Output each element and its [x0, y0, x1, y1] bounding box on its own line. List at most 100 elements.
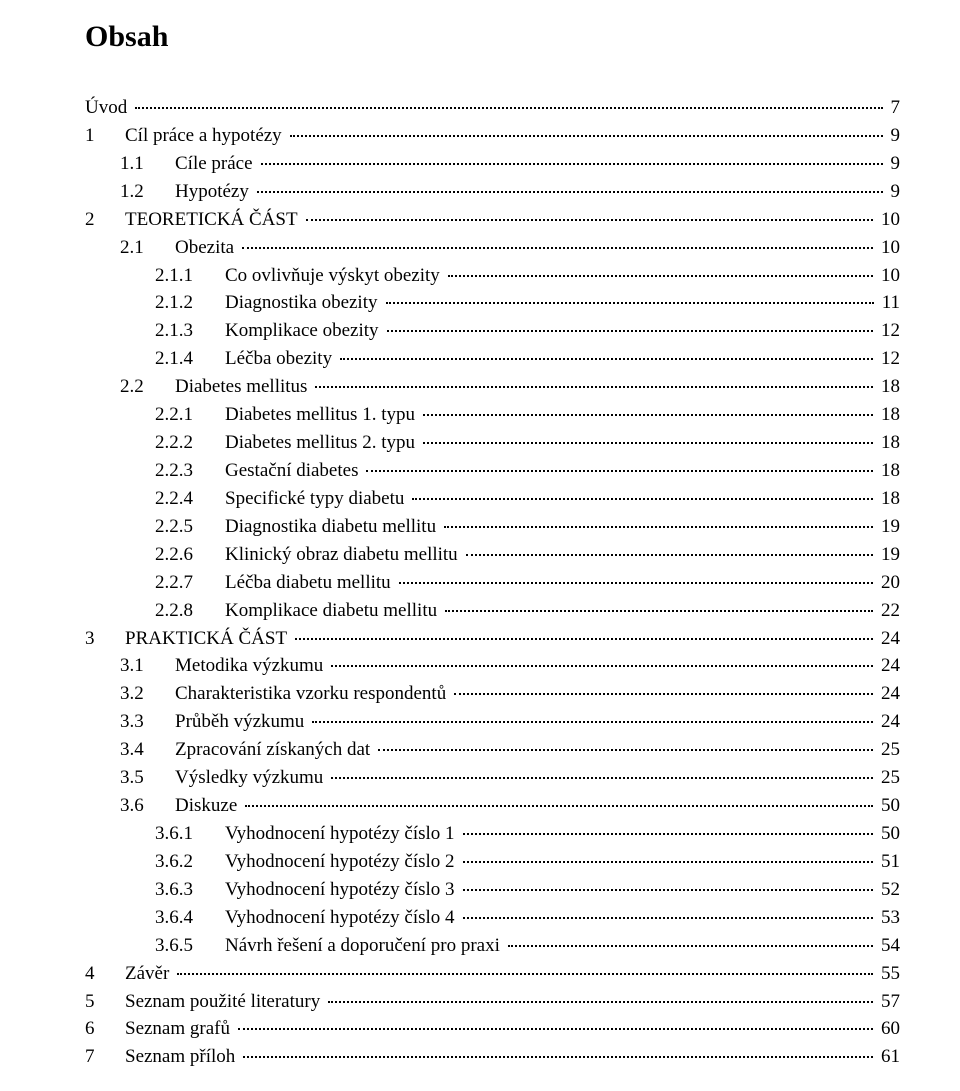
toc-entry: 2TEORETICKÁ ČÁST10 [85, 206, 900, 234]
toc-entry-text: Komplikace diabetu mellitu [225, 600, 437, 621]
toc-entry-text: Cíle práce [175, 153, 253, 174]
toc-entry-number: 2 [85, 206, 125, 234]
toc-leader-dots [315, 386, 873, 388]
toc-entry-text: Charakteristika vzorku respondentů [175, 683, 446, 704]
toc-entry-page: 10 [877, 234, 900, 262]
toc-entry-text: Diabetes mellitus 1. typu [225, 404, 415, 425]
toc-entry-label: 3.6.4Vyhodnocení hypotézy číslo 4 [155, 904, 459, 932]
toc-leader-dots [238, 1028, 873, 1030]
toc-entry-number: 2.1.4 [155, 345, 225, 373]
document-page: Obsah Úvod71Cíl práce a hypotézy91.1Cíle… [0, 0, 960, 1091]
toc-entry-page: 24 [877, 625, 900, 653]
toc-entry-page: 10 [877, 262, 900, 290]
toc-entry-page: 25 [877, 764, 900, 792]
toc-entry-text: Seznam použité literatury [125, 991, 320, 1012]
toc-entry-number: 2.2.3 [155, 457, 225, 485]
toc-leader-dots [463, 833, 873, 835]
toc-entry-page: 7 [887, 94, 901, 122]
toc-entry-page: 18 [877, 429, 900, 457]
toc-entry: 1.1Cíle práce 9 [85, 150, 900, 178]
toc-entry: 2.2Diabetes mellitus18 [85, 373, 900, 401]
toc-entry: 2.2.5Diagnostika diabetu mellitu19 [85, 513, 900, 541]
toc-entry-text: Metodika výzkumu [175, 655, 323, 676]
toc-entry-label: 3.4Zpracování získaných dat [120, 736, 374, 764]
toc-entry-text: Závěr [125, 963, 169, 984]
toc-entry: 3.6.4Vyhodnocení hypotézy číslo 4 53 [85, 904, 900, 932]
toc-entry-text: Komplikace obezity [225, 320, 379, 341]
toc-leader-dots [328, 1001, 873, 1003]
toc-entry-label: 2.1.2Diagnostika obezity [155, 289, 382, 317]
toc-leader-dots [366, 470, 873, 472]
toc-entry-number: 1.1 [120, 150, 175, 178]
toc-entry-number: 2.1.2 [155, 289, 225, 317]
toc-entry: Úvod7 [85, 94, 900, 122]
toc-entry-number: 3.6.5 [155, 932, 225, 960]
toc-entry: 3.5Výsledky výzkumu25 [85, 764, 900, 792]
toc-entry-page: 18 [877, 485, 900, 513]
toc-entry-number: 1 [85, 122, 125, 150]
toc-entry-page: 11 [878, 289, 900, 317]
toc-entry-label: 3.2Charakteristika vzorku respondentů [120, 680, 450, 708]
toc-entry-page: 22 [877, 597, 900, 625]
toc-entry-page: 55 [877, 960, 900, 988]
toc-entry-number: 3.2 [120, 680, 175, 708]
toc-leader-dots [340, 358, 873, 360]
toc-entry: 2.2.7Léčba diabetu mellitu20 [85, 569, 900, 597]
toc-leader-dots [331, 777, 873, 779]
toc-entry-text: Vyhodnocení hypotézy číslo 4 [225, 907, 455, 928]
toc-entry-page: 54 [877, 932, 900, 960]
toc-entry: 2.1.2Diagnostika obezity 11 [85, 289, 900, 317]
toc-entry: 4Závěr55 [85, 960, 900, 988]
toc-entry-page: 50 [877, 820, 900, 848]
toc-entry-page: 53 [877, 904, 900, 932]
toc-entry-text: Klinický obraz diabetu mellitu [225, 544, 458, 565]
toc-entry-label: 3.3Průběh výzkumu [120, 708, 308, 736]
toc-entry-text: Specifické typy diabetu [225, 488, 404, 509]
page-title: Obsah [85, 20, 900, 54]
toc-entry-number: 3.3 [120, 708, 175, 736]
toc-entry: 2.2.8Komplikace diabetu mellitu22 [85, 597, 900, 625]
toc-entry-number: 2.2.6 [155, 541, 225, 569]
toc-entry-number: 3.5 [120, 764, 175, 792]
toc-entry: 2.1.3Komplikace obezity12 [85, 317, 900, 345]
toc-entry-page: 18 [877, 457, 900, 485]
toc-entry-label: 5Seznam použité literatury [85, 988, 324, 1016]
toc-entry-page: 24 [877, 652, 900, 680]
table-of-contents: Úvod71Cíl práce a hypotézy91.1Cíle práce… [85, 94, 900, 1071]
toc-leader-dots [290, 135, 883, 137]
toc-entry-text: Zpracování získaných dat [175, 739, 370, 760]
toc-entry-label: 3.6Diskuze [120, 792, 241, 820]
toc-entry: 2.2.2Diabetes mellitus 2. typu18 [85, 429, 900, 457]
toc-entry: 3.1Metodika výzkumu 24 [85, 652, 900, 680]
toc-entry-number: 2.2.1 [155, 401, 225, 429]
toc-leader-dots [135, 107, 882, 109]
toc-entry-label: 2.2.5Diagnostika diabetu mellitu [155, 513, 440, 541]
toc-entry-label: 3.6.5Návrh řešení a doporučení pro praxi [155, 932, 504, 960]
toc-leader-dots [378, 749, 873, 751]
toc-entry-label: 2TEORETICKÁ ČÁST [85, 206, 302, 234]
toc-entry: 2.1.4Léčba obezity12 [85, 345, 900, 373]
toc-entry-label: 1.1Cíle práce [120, 150, 257, 178]
toc-entry: 5Seznam použité literatury57 [85, 988, 900, 1016]
toc-entry-label: 3.1Metodika výzkumu [120, 652, 327, 680]
toc-leader-dots [444, 526, 873, 528]
toc-leader-dots [331, 665, 873, 667]
toc-entry-page: 24 [877, 708, 900, 736]
toc-leader-dots [242, 247, 873, 249]
toc-entry: 1.2Hypotézy9 [85, 178, 900, 206]
toc-entry-label: 3.6.3Vyhodnocení hypotézy číslo 3 [155, 876, 459, 904]
toc-leader-dots [445, 610, 873, 612]
toc-entry-number: 3 [85, 625, 125, 653]
toc-entry-label: 2.2.4Specifické typy diabetu [155, 485, 408, 513]
toc-entry: 2.2.6Klinický obraz diabetu mellitu19 [85, 541, 900, 569]
toc-entry: 2.1Obezita10 [85, 234, 900, 262]
toc-entry: 6Seznam grafů60 [85, 1015, 900, 1043]
toc-entry-number: 5 [85, 988, 125, 1016]
toc-entry-page: 9 [887, 178, 901, 206]
toc-entry-text: TEORETICKÁ ČÁST [125, 209, 298, 230]
toc-entry: 3.6.3Vyhodnocení hypotézy číslo 352 [85, 876, 900, 904]
toc-entry-label: 2.1.3Komplikace obezity [155, 317, 383, 345]
toc-entry-page: 9 [887, 150, 901, 178]
toc-entry-label: 2.2.6Klinický obraz diabetu mellitu [155, 541, 462, 569]
toc-entry-text: Vyhodnocení hypotézy číslo 1 [225, 823, 455, 844]
